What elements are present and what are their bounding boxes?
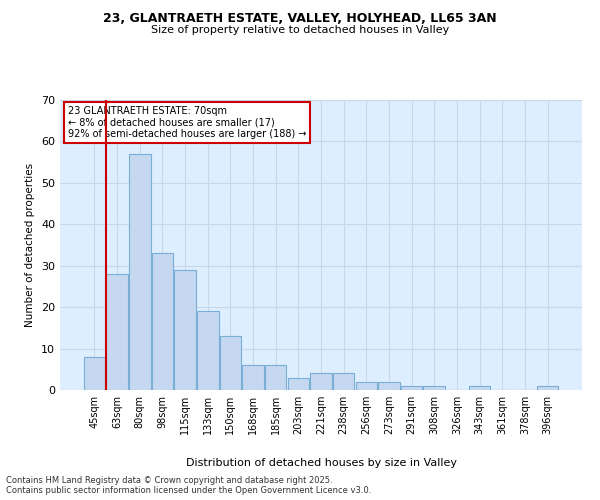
Bar bbox=[469, 386, 490, 390]
Bar bbox=[265, 365, 286, 390]
Bar bbox=[175, 270, 196, 390]
Bar bbox=[401, 386, 422, 390]
Text: 23, GLANTRAETH ESTATE, VALLEY, HOLYHEAD, LL65 3AN: 23, GLANTRAETH ESTATE, VALLEY, HOLYHEAD,… bbox=[103, 12, 497, 26]
Text: Distribution of detached houses by size in Valley: Distribution of detached houses by size … bbox=[185, 458, 457, 468]
Text: 23 GLANTRAETH ESTATE: 70sqm
← 8% of detached houses are smaller (17)
92% of semi: 23 GLANTRAETH ESTATE: 70sqm ← 8% of deta… bbox=[68, 106, 307, 139]
Bar bbox=[333, 374, 355, 390]
Bar bbox=[242, 365, 264, 390]
Bar bbox=[378, 382, 400, 390]
Bar bbox=[310, 374, 332, 390]
Bar bbox=[220, 336, 241, 390]
Bar bbox=[197, 312, 218, 390]
Bar bbox=[84, 357, 105, 390]
Bar bbox=[537, 386, 558, 390]
Text: Contains HM Land Registry data © Crown copyright and database right 2025.
Contai: Contains HM Land Registry data © Crown c… bbox=[6, 476, 371, 495]
Bar bbox=[287, 378, 309, 390]
Bar bbox=[106, 274, 128, 390]
Bar bbox=[424, 386, 445, 390]
Text: Size of property relative to detached houses in Valley: Size of property relative to detached ho… bbox=[151, 25, 449, 35]
Y-axis label: Number of detached properties: Number of detached properties bbox=[25, 163, 35, 327]
Bar bbox=[356, 382, 377, 390]
Bar bbox=[152, 254, 173, 390]
Bar bbox=[129, 154, 151, 390]
